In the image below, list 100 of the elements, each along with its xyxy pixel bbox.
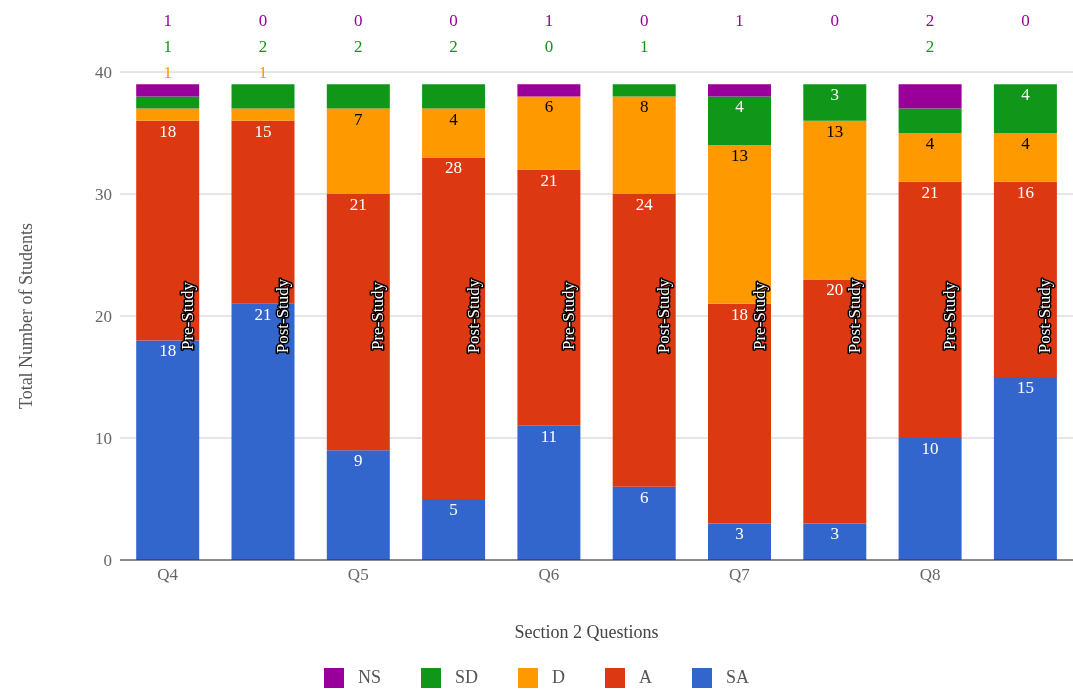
data-label: 1 bbox=[735, 11, 744, 30]
data-label: 18 bbox=[159, 121, 177, 141]
data-label: 24 bbox=[635, 195, 654, 214]
bar bbox=[993, 181, 1057, 377]
bar bbox=[422, 84, 486, 109]
data-label: 21 bbox=[349, 195, 367, 214]
data-label: 4 bbox=[449, 109, 459, 129]
bar bbox=[803, 84, 867, 121]
data-label: 1 bbox=[544, 11, 554, 30]
legend-label: SD bbox=[454, 667, 478, 688]
data-label: 7 bbox=[354, 109, 364, 129]
bar bbox=[898, 181, 962, 438]
data-label: 0 bbox=[1021, 11, 1030, 30]
data-label: 6 bbox=[544, 97, 554, 117]
data-label: 2 bbox=[925, 11, 935, 30]
data-label: 4 bbox=[735, 97, 745, 117]
data-label: 1 bbox=[163, 37, 172, 56]
x-tick-label: Q8 bbox=[919, 565, 941, 585]
bar bbox=[898, 84, 962, 109]
data-label: 15 bbox=[1016, 378, 1034, 397]
bar bbox=[708, 84, 771, 97]
data-label: 0 bbox=[449, 11, 458, 30]
data-label: 0 bbox=[354, 11, 363, 30]
bar bbox=[422, 499, 486, 560]
bar bbox=[326, 84, 390, 109]
bar bbox=[136, 84, 200, 97]
data-label: 9 bbox=[354, 451, 363, 471]
data-label: 1 bbox=[258, 63, 268, 82]
annotation: Pre-Study bbox=[177, 281, 197, 350]
annotation: Pre-Study bbox=[558, 281, 578, 350]
bar bbox=[993, 84, 1057, 133]
bar bbox=[326, 194, 390, 451]
data-label: 6 bbox=[639, 487, 649, 507]
data-label: 11 bbox=[540, 426, 558, 446]
bar bbox=[803, 120, 867, 280]
y-tick-label: 0 bbox=[103, 551, 112, 571]
bar bbox=[517, 84, 581, 97]
data-label: 4 bbox=[925, 134, 935, 153]
bar bbox=[326, 108, 390, 194]
y-tick-label: 10 bbox=[95, 429, 112, 449]
data-label: 1 bbox=[163, 63, 172, 82]
bar bbox=[231, 108, 295, 121]
annotation: Pre-Study bbox=[749, 281, 769, 350]
data-label: 4 bbox=[1021, 85, 1031, 105]
annotation: Pre-Study bbox=[368, 281, 388, 350]
data-label: 18 bbox=[159, 341, 177, 361]
bar bbox=[136, 108, 200, 121]
data-label: 5 bbox=[449, 500, 458, 519]
data-label: 3 bbox=[830, 85, 840, 105]
legend-label: A bbox=[639, 667, 652, 688]
data-label: 13 bbox=[826, 121, 844, 141]
data-label: 20 bbox=[826, 280, 844, 300]
bar bbox=[898, 133, 962, 182]
data-label: 0 bbox=[544, 37, 554, 56]
data-label: 4 bbox=[1021, 134, 1031, 153]
bar bbox=[422, 157, 486, 499]
data-label: 2 bbox=[258, 37, 268, 56]
data-label: 18 bbox=[731, 304, 748, 324]
data-label: 2 bbox=[449, 37, 458, 56]
bar bbox=[231, 84, 295, 109]
data-label: 8 bbox=[639, 97, 649, 117]
legend-label: NS bbox=[357, 667, 381, 688]
data-label: 15 bbox=[254, 121, 272, 141]
annotation: Post-Study bbox=[654, 278, 674, 354]
data-label: 28 bbox=[445, 158, 463, 178]
bar bbox=[993, 377, 1057, 560]
annotation: Pre-Study bbox=[940, 281, 960, 350]
data-label: 1 bbox=[163, 11, 172, 30]
data-label: 21 bbox=[921, 182, 939, 202]
annotation: Post-Study bbox=[844, 278, 864, 354]
bar bbox=[326, 450, 390, 560]
legend-label: D bbox=[552, 667, 565, 688]
bar bbox=[898, 108, 962, 133]
bar bbox=[612, 84, 676, 97]
data-label: 21 bbox=[254, 304, 272, 324]
annotation: Post-Study bbox=[1035, 278, 1055, 354]
x-tick-label: Q5 bbox=[347, 565, 369, 585]
bar bbox=[708, 523, 771, 560]
bar bbox=[612, 96, 676, 194]
data-label: 13 bbox=[731, 146, 748, 166]
x-tick-label: Q7 bbox=[729, 565, 751, 585]
y-tick-label: 30 bbox=[95, 185, 112, 205]
data-label: 2 bbox=[925, 37, 935, 56]
x-tick-label: Q4 bbox=[157, 565, 179, 585]
data-label: 2 bbox=[354, 37, 363, 56]
bar bbox=[517, 425, 581, 560]
data-label: 1 bbox=[639, 37, 649, 56]
legend-label: SA bbox=[726, 667, 750, 688]
bar bbox=[993, 133, 1057, 182]
y-tick-label: 20 bbox=[95, 307, 112, 327]
bar bbox=[517, 169, 581, 426]
bar bbox=[708, 96, 771, 146]
data-label: 21 bbox=[540, 170, 558, 190]
annotation: Post-Study bbox=[463, 278, 483, 354]
data-label: 3 bbox=[830, 524, 840, 544]
data-label: 0 bbox=[830, 11, 840, 30]
x-axis-title: Section 2 Questions bbox=[513, 622, 660, 643]
annotation: Post-Study bbox=[273, 278, 292, 354]
bar bbox=[803, 523, 867, 560]
bar bbox=[898, 438, 962, 560]
